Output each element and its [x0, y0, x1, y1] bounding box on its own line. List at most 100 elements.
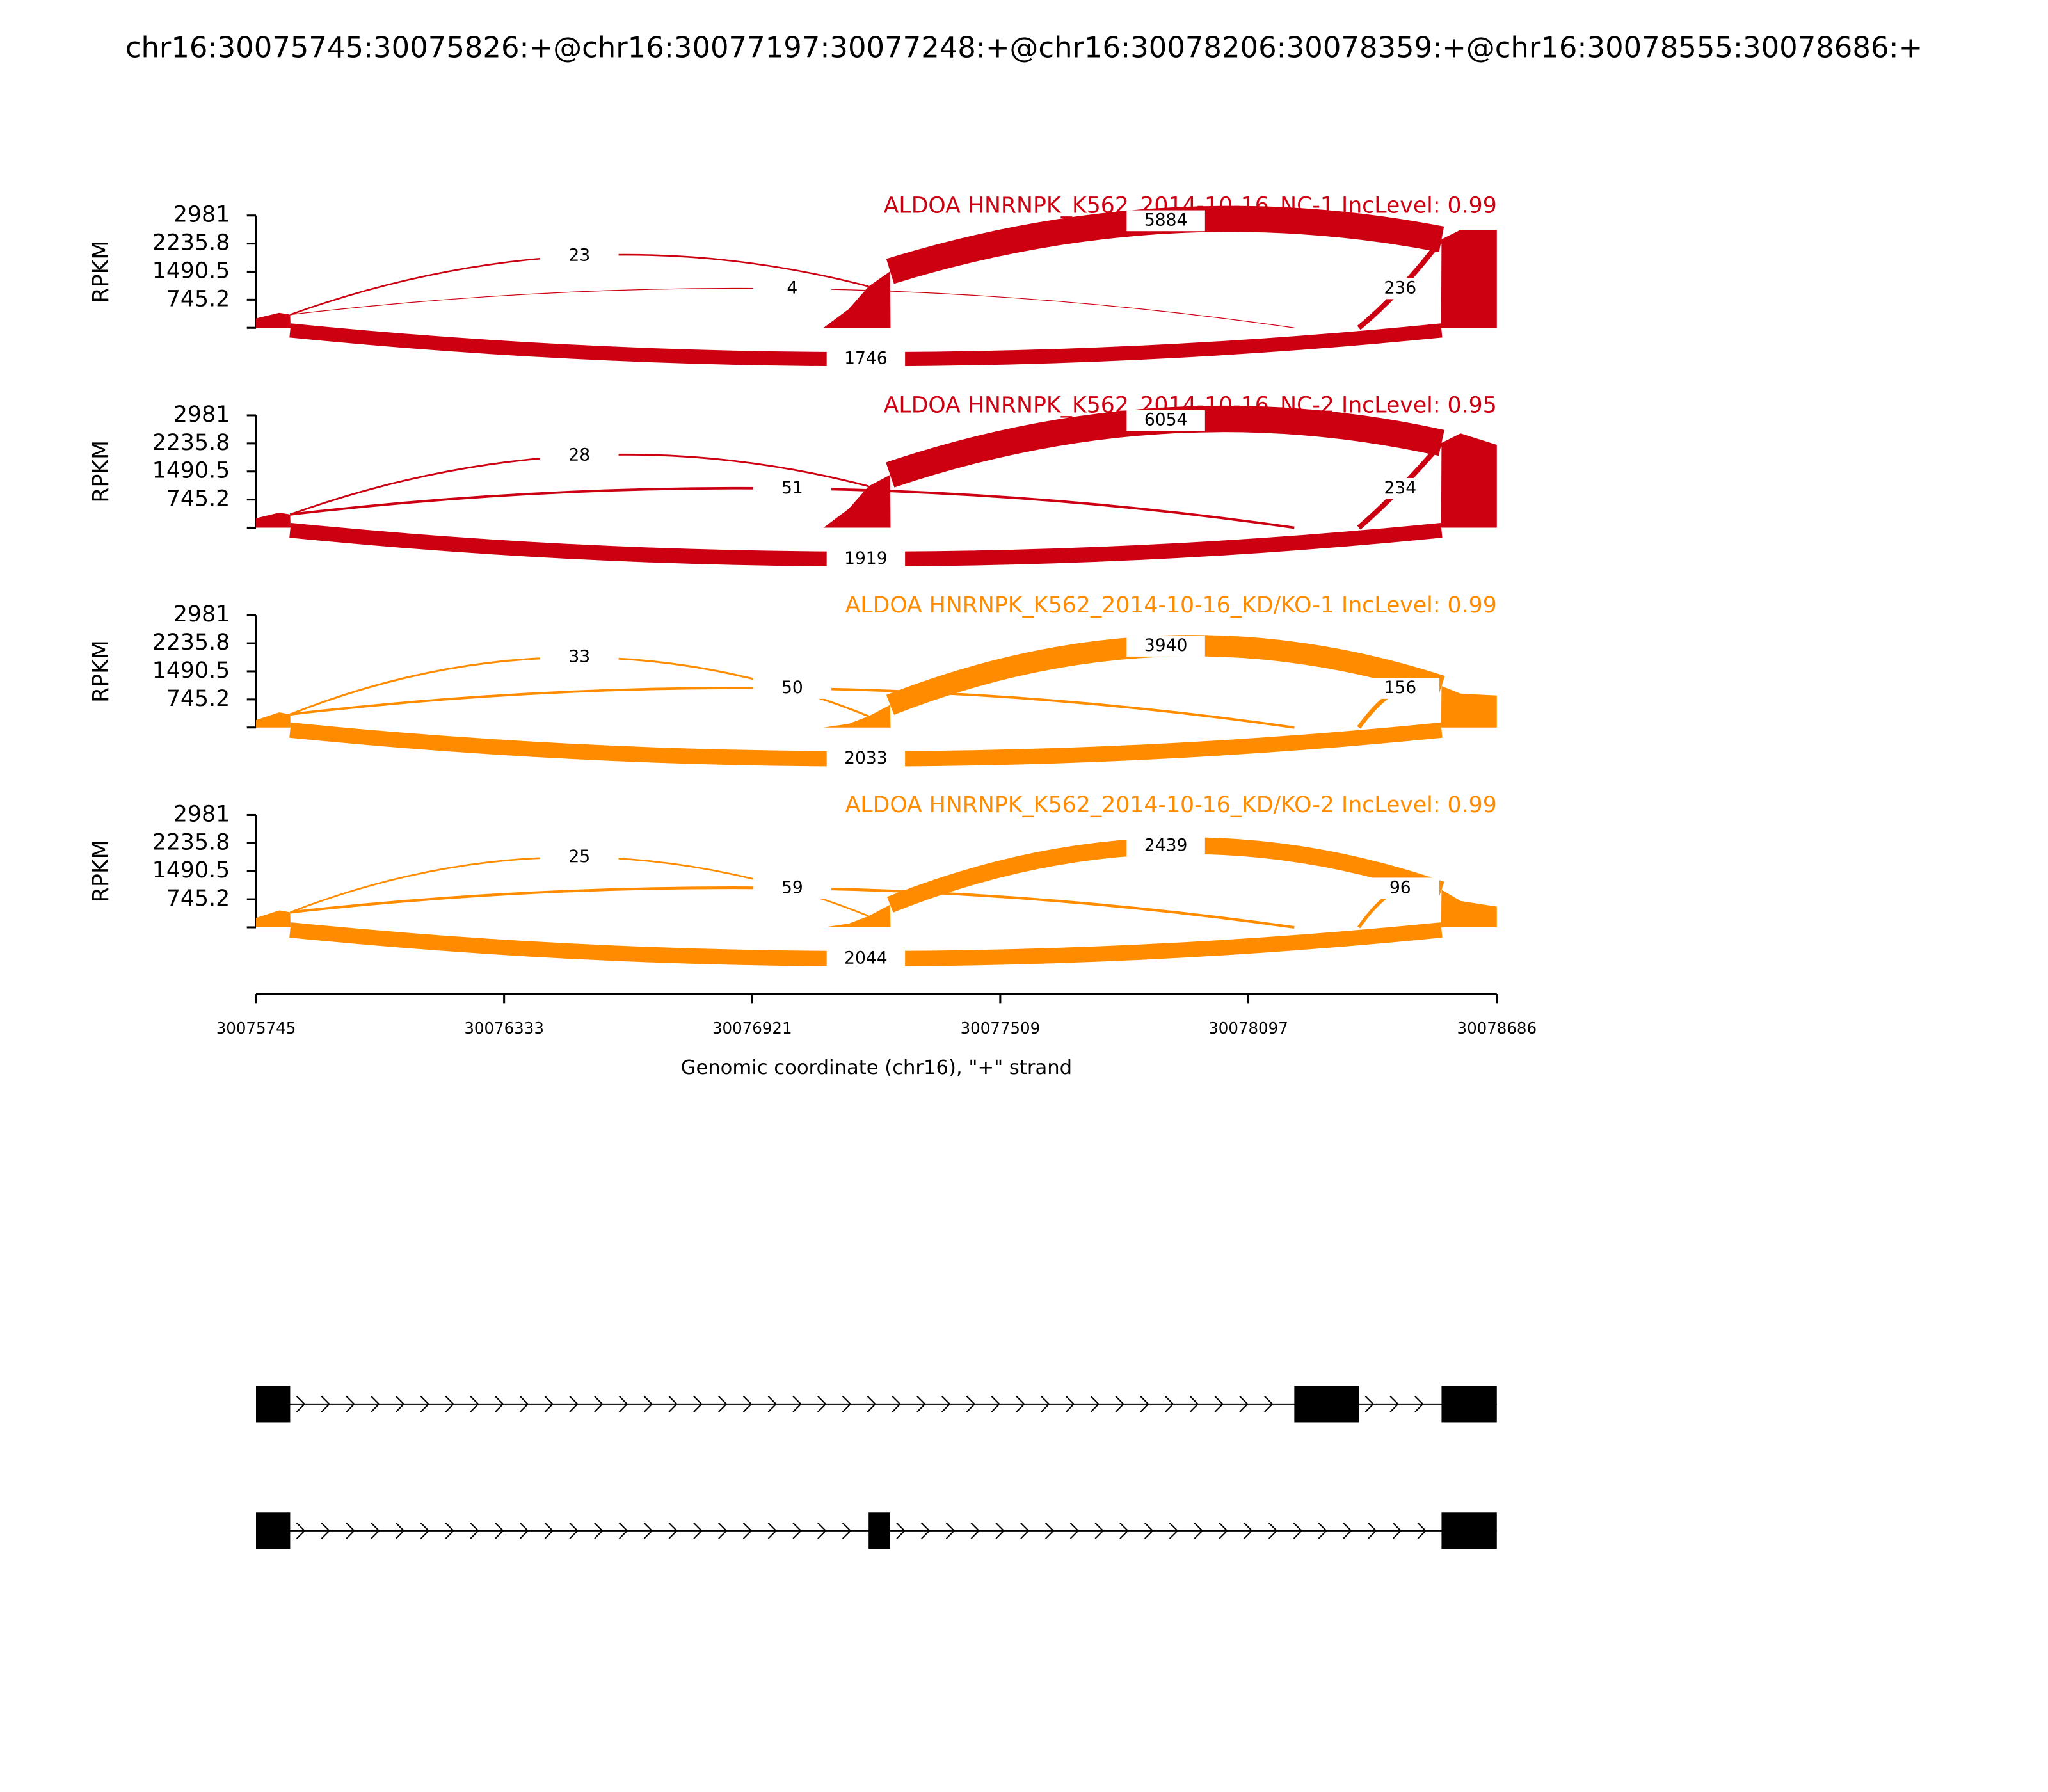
- junction-label-box: [1361, 477, 1440, 499]
- strand-chevron: [966, 1395, 976, 1412]
- strand-chevron: [321, 1395, 331, 1412]
- strand-chevron: [995, 1522, 1005, 1539]
- coverage: [256, 433, 1497, 528]
- strand-chevron: [693, 1522, 703, 1539]
- junction-label: 59: [781, 877, 803, 897]
- exon: [1294, 1386, 1359, 1423]
- x-tick-label: 30076921: [712, 1019, 792, 1037]
- strand-chevron: [892, 1395, 901, 1412]
- junction-label-box: [753, 678, 832, 699]
- junction-label: 1746: [844, 349, 887, 369]
- y-tick-label: 1490.5: [152, 458, 230, 484]
- y-tick-label: 2235.8: [152, 430, 230, 456]
- y-tick-label: 2235.8: [152, 230, 230, 256]
- strand-chevron: [445, 1522, 454, 1539]
- coverage: [256, 890, 1497, 927]
- strand-chevron: [1414, 1395, 1424, 1412]
- junction-label-box: [540, 847, 619, 868]
- strand-chevron: [643, 1395, 653, 1412]
- junction-label: 156: [1384, 678, 1417, 698]
- exon: [868, 1512, 890, 1549]
- strand-chevron: [495, 1395, 504, 1412]
- x-tick-label: 30078097: [1208, 1019, 1288, 1037]
- strand-chevron: [896, 1522, 906, 1539]
- strand-chevron: [941, 1395, 951, 1412]
- strand-chevron: [643, 1522, 653, 1539]
- junction-label: 51: [781, 478, 803, 498]
- strand-chevron: [767, 1395, 778, 1412]
- track-title: ALDOA HNRNPK_K562_2014-10-16_KD/KO-1 Inc…: [845, 593, 1497, 618]
- y-tick-label: 745.2: [166, 286, 230, 312]
- junction-label: 33: [568, 647, 590, 667]
- strand-chevron: [921, 1522, 931, 1539]
- strand-chevron: [945, 1522, 956, 1539]
- x-tick-label: 30075745: [216, 1019, 296, 1037]
- strand-chevron: [594, 1395, 604, 1412]
- strand-chevron: [1094, 1522, 1104, 1539]
- strand-chevron: [445, 1395, 454, 1412]
- strand-chevron: [1219, 1522, 1228, 1539]
- strand-chevron: [420, 1522, 430, 1539]
- junction-label: 2044: [844, 948, 887, 968]
- strand-chevron: [718, 1395, 728, 1412]
- strand-chevron: [1115, 1395, 1124, 1412]
- strand-chevron: [420, 1395, 430, 1412]
- junction-label: 236: [1384, 278, 1417, 298]
- junction-label-box: [1361, 877, 1440, 899]
- junction-label: 1919: [844, 548, 887, 568]
- strand-chevron: [817, 1395, 827, 1412]
- y-tick-label: 2981: [173, 801, 230, 827]
- strand-chevron: [1169, 1522, 1179, 1539]
- strand-chevron: [767, 1522, 778, 1539]
- strand-chevron: [742, 1522, 753, 1539]
- strand-chevron: [346, 1395, 355, 1412]
- track-title: ALDOA HNRNPK_K562_2014-10-16_KD/KO-2 Inc…: [845, 792, 1497, 818]
- strand-chevron: [867, 1395, 877, 1412]
- junction-label: 96: [1389, 877, 1411, 897]
- junction-label-box: [1361, 278, 1440, 300]
- junction-label-box: [753, 877, 832, 899]
- strand-chevron: [1268, 1522, 1278, 1539]
- y-axis-label: RPKM: [88, 241, 114, 303]
- strand-chevron: [1343, 1522, 1352, 1539]
- strand-chevron: [1165, 1395, 1174, 1412]
- strand-chevron: [792, 1522, 802, 1539]
- junction-label-box: [540, 445, 619, 467]
- strand-chevron: [618, 1395, 628, 1412]
- junction-label-box: [826, 948, 906, 970]
- strand-chevron: [569, 1395, 579, 1412]
- strand-chevron: [1090, 1395, 1100, 1412]
- strand-chevron: [1194, 1522, 1204, 1539]
- junction-label: 5884: [1144, 210, 1187, 230]
- y-tick-label: 1490.5: [152, 658, 230, 684]
- strand-chevron: [544, 1522, 554, 1539]
- y-axis-label: RPKM: [88, 840, 114, 902]
- strand-chevron: [1065, 1395, 1075, 1412]
- strand-chevron: [1264, 1395, 1274, 1412]
- strand-chevron: [1364, 1395, 1375, 1412]
- strand-chevron: [594, 1522, 604, 1539]
- junction-label-box: [1361, 678, 1440, 699]
- junction-label: 3940: [1144, 636, 1187, 655]
- strand-chevron: [842, 1395, 852, 1412]
- junction-label-box: [753, 278, 832, 300]
- coverage: [256, 230, 1497, 328]
- x-axis-label: Genomic coordinate (chr16), "+" strand: [681, 1057, 1072, 1079]
- coverage: [256, 685, 1497, 728]
- strand-chevron: [1189, 1395, 1199, 1412]
- strand-chevron: [693, 1395, 703, 1412]
- y-tick-label: 2981: [173, 202, 230, 228]
- strand-chevron: [1044, 1522, 1055, 1539]
- junction-label-box: [540, 646, 619, 668]
- strand-chevron: [1041, 1395, 1050, 1412]
- strand-chevron: [1144, 1522, 1154, 1539]
- strand-chevron: [395, 1395, 405, 1412]
- junction-label-box: [1126, 210, 1205, 232]
- strand-chevron: [296, 1395, 306, 1412]
- junction-label: 4: [787, 278, 797, 298]
- exon: [1441, 1386, 1497, 1423]
- strand-chevron: [1368, 1522, 1377, 1539]
- chart-title: chr16:30075745:30075826:+@chr16:30077197…: [125, 31, 1923, 65]
